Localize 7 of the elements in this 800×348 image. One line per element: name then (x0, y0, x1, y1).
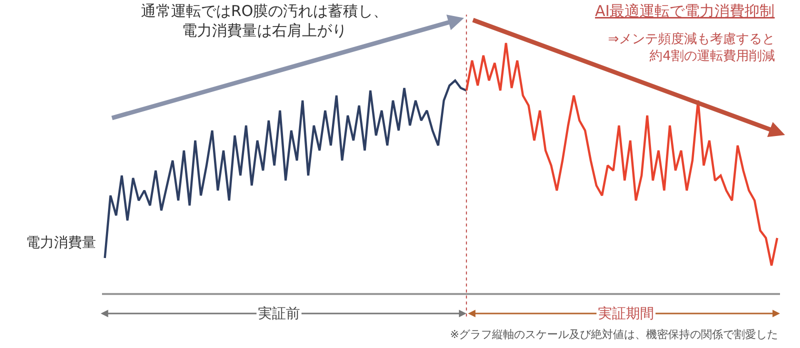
text: ※グラフ縦軸のスケール及び絶対値は、機密保持の関係で割愛した (450, 328, 778, 341)
annotation: ⇒メンテ頻度減も考慮すると約4割の運転費用削減 (608, 31, 775, 64)
text: AI最適運転で電力消費抑制 (595, 2, 775, 20)
y-axis-title: 電力消費量 (26, 235, 96, 251)
text: 実証前 (258, 306, 300, 322)
text: 通常運転ではRO膜の汚れは蓄積し、電力消費量は右肩上がり (141, 2, 388, 40)
text: 実証期間 (598, 306, 654, 322)
